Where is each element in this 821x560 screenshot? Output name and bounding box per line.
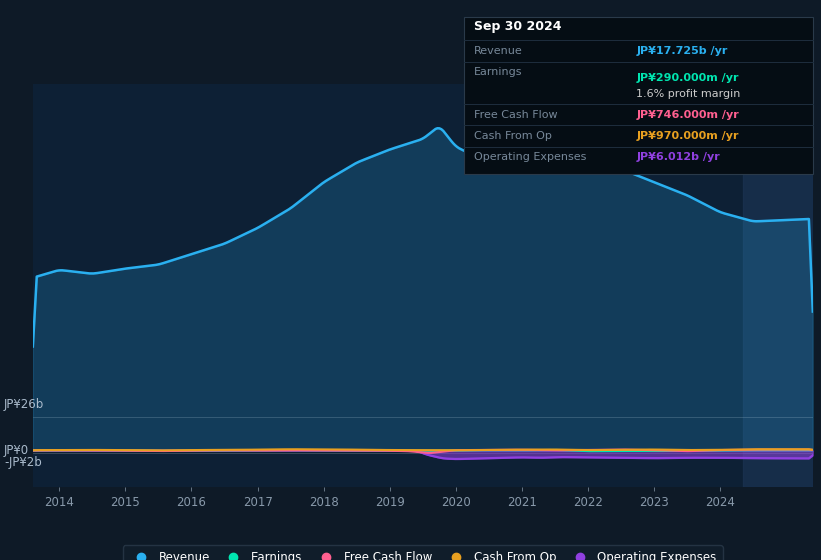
Text: JP¥290.000m /yr: JP¥290.000m /yr — [636, 73, 739, 82]
Text: JP¥0: JP¥0 — [4, 444, 30, 457]
Legend: Revenue, Earnings, Free Cash Flow, Cash From Op, Operating Expenses: Revenue, Earnings, Free Cash Flow, Cash … — [123, 545, 722, 560]
Text: Earnings: Earnings — [474, 67, 522, 77]
Text: Operating Expenses: Operating Expenses — [474, 152, 586, 162]
Text: Sep 30 2024: Sep 30 2024 — [474, 20, 562, 32]
Bar — [743, 84, 813, 487]
Text: Revenue: Revenue — [474, 46, 522, 56]
Text: Cash From Op: Cash From Op — [474, 131, 552, 141]
Text: 1.6% profit margin: 1.6% profit margin — [636, 88, 741, 99]
Text: Free Cash Flow: Free Cash Flow — [474, 110, 557, 120]
Text: JP¥26b: JP¥26b — [4, 398, 44, 411]
Text: JP¥6.012b /yr: JP¥6.012b /yr — [636, 152, 720, 162]
Text: JP¥17.725b /yr: JP¥17.725b /yr — [636, 46, 727, 56]
Text: JP¥746.000m /yr: JP¥746.000m /yr — [636, 110, 739, 120]
Text: JP¥970.000m /yr: JP¥970.000m /yr — [636, 131, 739, 141]
Text: -JP¥2b: -JP¥2b — [4, 456, 42, 469]
